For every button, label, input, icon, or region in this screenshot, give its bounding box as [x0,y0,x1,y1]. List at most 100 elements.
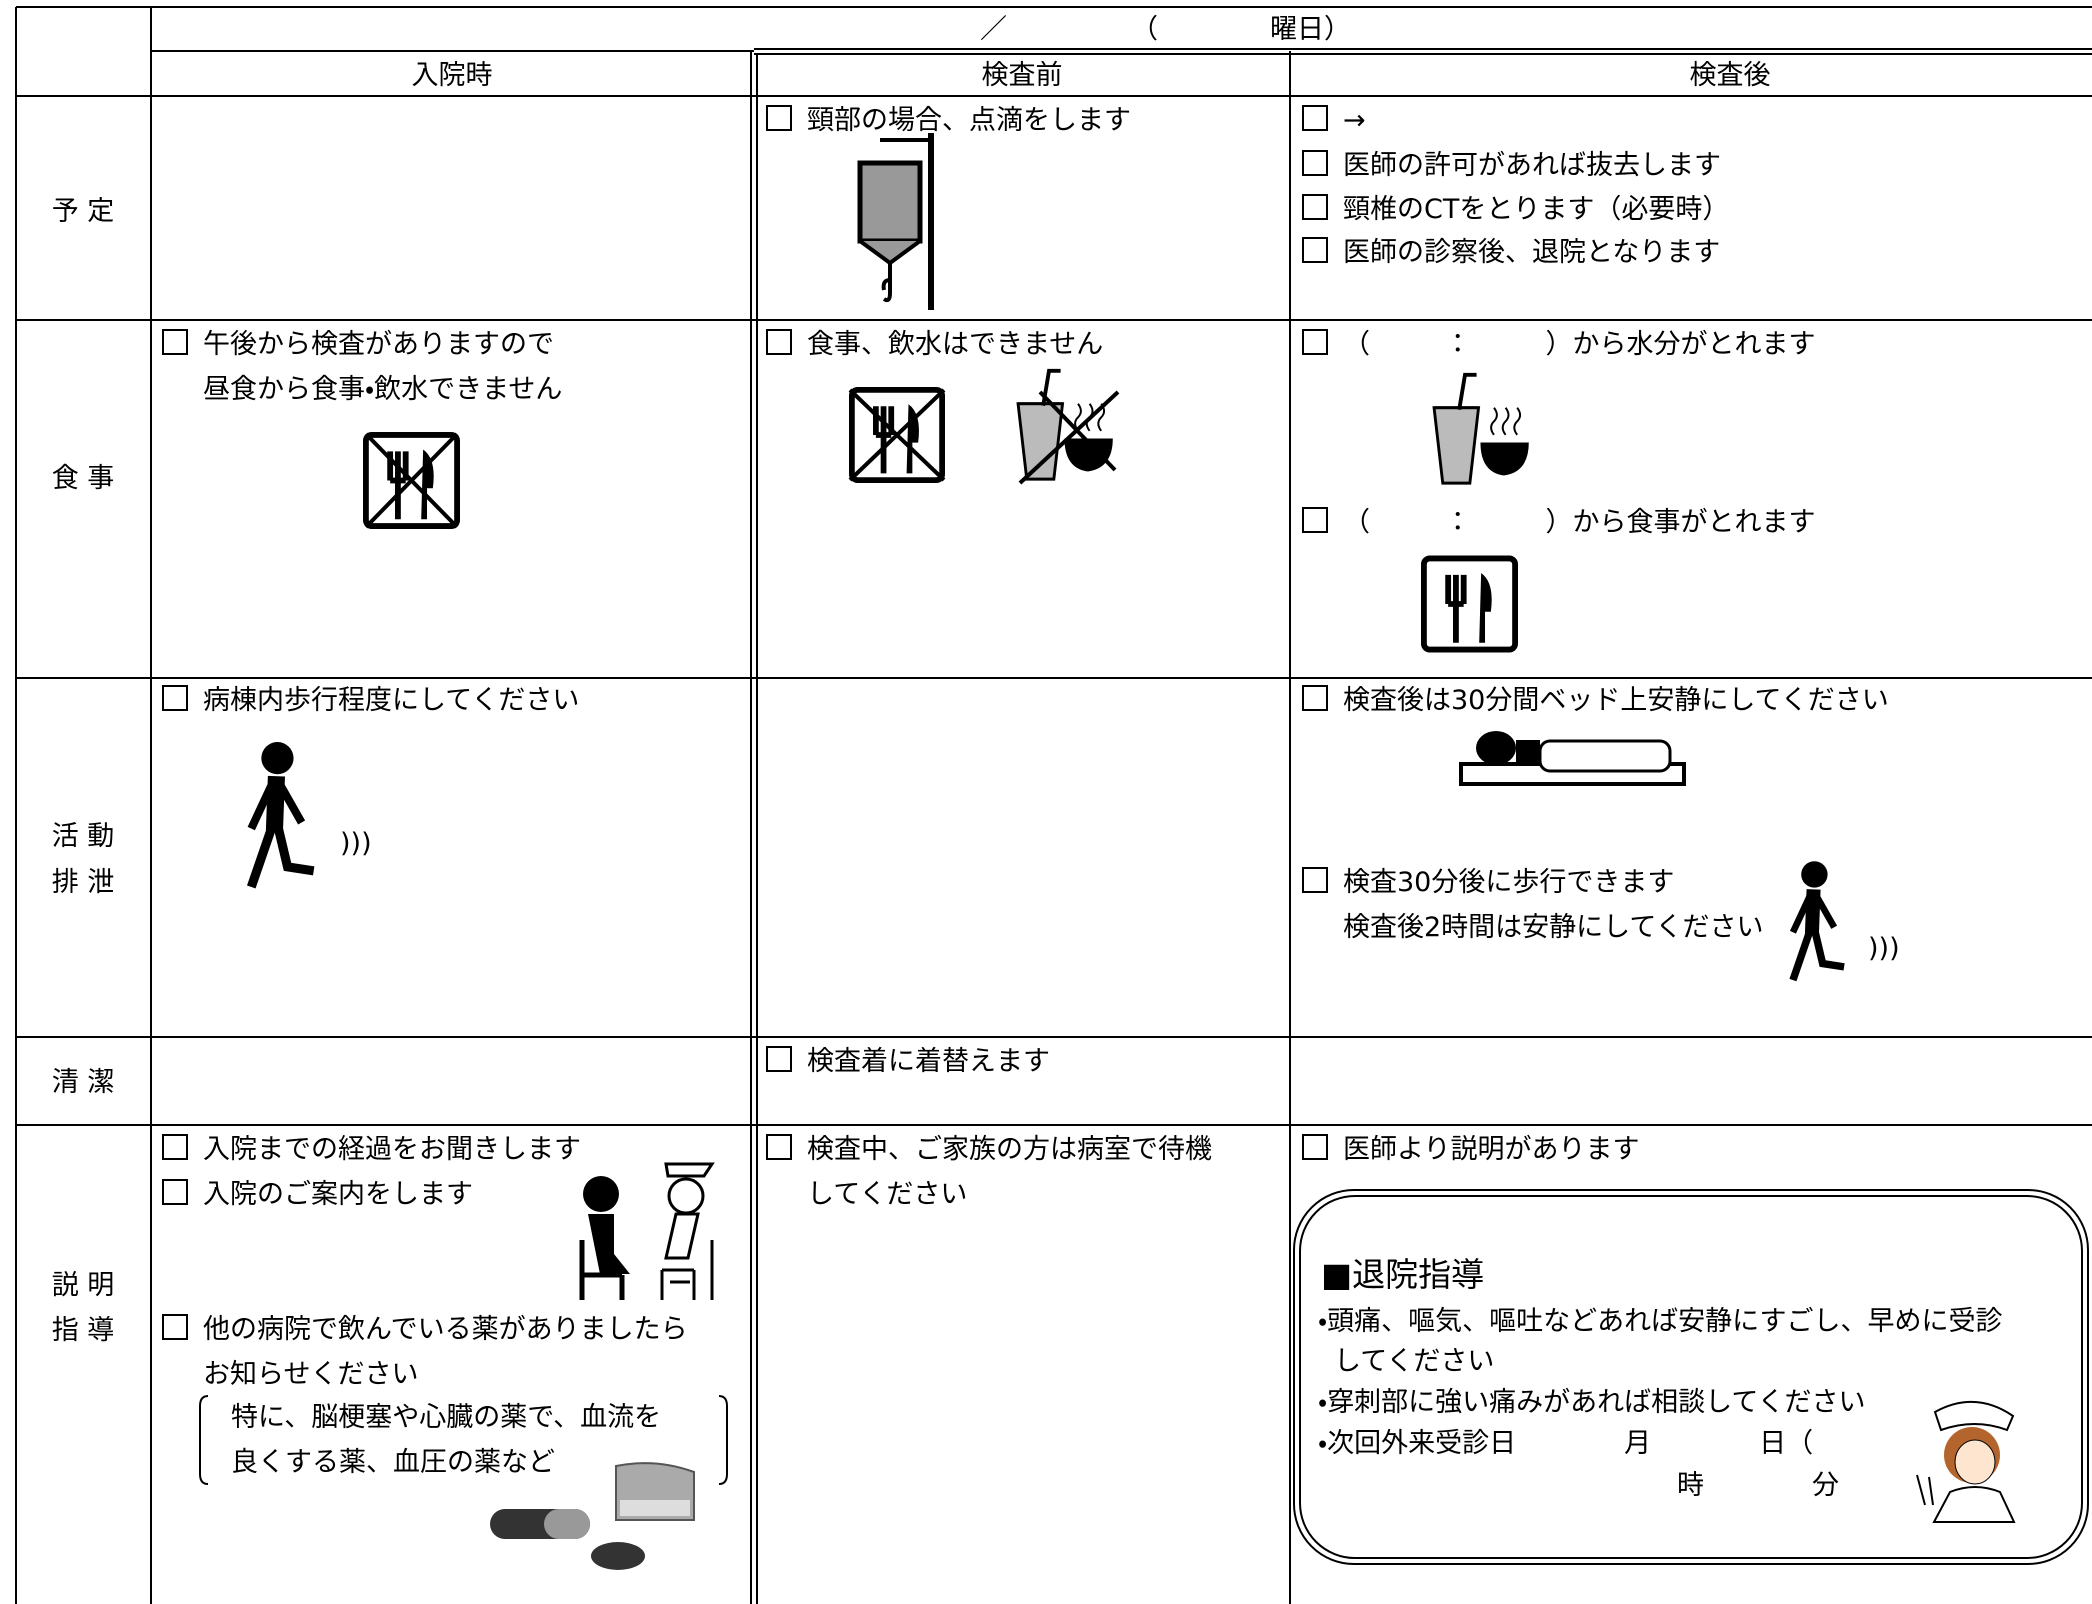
row-label: 清 潔 [52,1067,115,1098]
discharge-line: ・頭痛、嘔気、嘔吐などあれば安静にすごし、早めに受診 [1318,1306,2002,1337]
item-text: 入院までの経過をお聞きします [203,1134,581,1165]
column-header: 検査後 [1690,60,1771,91]
checkbox [1302,194,1328,220]
item-text: 検査後は30分間ベッド上安静にしてください [1343,685,1889,716]
checkbox [162,1179,188,1205]
discharge-line: してください [1334,1346,1494,1377]
item-text: → [1343,105,1366,136]
discharge-box-part [1293,1189,2089,1565]
item-text: 検査後2時間は安静にしてください [1343,912,1764,943]
bed-rest-icon-part [1538,739,1672,773]
row-label: 指 導 [52,1315,115,1346]
bracket-left [199,1395,209,1485]
consultation-icon-part [664,1162,715,1178]
checkbox [766,1134,792,1160]
no-drink-icon [1018,371,1120,485]
bed-rest-icon [1459,731,1686,786]
medicine-icon-part [620,1500,690,1516]
checkbox [1302,329,1328,355]
medicine-icon-part [591,1542,645,1570]
item-text: 午後から検査がありますので [203,329,554,360]
consultation-icon-part [660,1240,714,1300]
checkbox [1302,237,1328,263]
nurse-illustration [1916,1401,2016,1523]
checkbox [766,1046,792,1072]
item-text: 他の病院で飲んでいる薬がありましたら [203,1314,688,1345]
checkbox [1302,1134,1328,1160]
consultation-icon-part [667,1177,705,1215]
column-header: 入院時 [412,60,493,91]
no-drink-icon-part [1038,390,1117,472]
bed-rest-icon-part [1516,740,1540,764]
item-text: 入院のご案内をします [203,1179,473,1210]
iv-drip-icon-part [858,239,922,266]
no-food-icon [848,388,946,482]
bracket-right [718,1395,728,1485]
table-grid [15,6,2092,1604]
date-slash: ／ [980,14,1007,45]
discharge-box [1293,1189,2089,1565]
item-text: 検査着に着替えます [807,1046,1050,1077]
checkbox [1302,685,1328,711]
item-text: 検査30分後に歩行できます [1343,867,1674,898]
walking-icon [1793,861,1844,980]
checkbox [162,329,188,355]
note-line: 特に、脳梗塞や心臓の薬で、血流を [231,1402,661,1433]
item-text: （ ： ）から食事がとれます [1343,507,1816,538]
item-text: 頸椎のCTをとります（必要時） [1343,194,1729,225]
row-label: 説 明 [52,1270,115,1301]
note-line: 良くする薬、血圧の薬など [231,1447,555,1478]
discharge-line: ・穿刺部に強い痛みがあれば相談してください [1318,1387,1866,1418]
iv-drip-icon-part [881,263,892,303]
item-text: 昼食から食事・飲水できません [203,374,562,405]
nurse-illustration-part [1916,1474,1934,1506]
no-drink-icon-part [1018,390,1120,485]
item-text: 病棟内歩行程度にしてください [203,685,579,716]
column-header: 検査前 [982,60,1063,91]
bed-rest-icon-part [1476,731,1516,765]
nurse-illustration-part [1932,1486,2016,1523]
items: 頸部の場合、点滴をします → 医師の許可があれば抜去します 頸椎のCTをとります… [162,105,1889,1390]
medicine-icon-part [544,1509,590,1539]
food-icon [1424,558,1515,649]
consultation-icon-part [664,1212,700,1260]
checkbox [162,1134,188,1160]
consultation-icon-part [588,1214,630,1274]
checkbox [1302,105,1328,131]
date-weekday: 曜日） [1270,14,1351,45]
motion-mark: ))) [1868,933,1900,964]
consultation-icon-part [579,1240,625,1300]
date-paren: （ [1131,14,1158,45]
consultation-icon-part [583,1176,619,1212]
nurse-illustration-part [1933,1401,2015,1432]
item-text: 医師より説明があります [1343,1134,1639,1165]
discharge-box-part [1299,1195,2083,1559]
item-text: してください [807,1179,967,1210]
discharge-line: 時 分 [1677,1470,1839,1501]
walking-icon [251,742,313,887]
row-label: 活 動 [52,821,115,852]
checkbox [162,1314,188,1340]
iv-drip-icon-part [857,160,923,244]
drink-icon [1432,372,1531,486]
item-text: 頸部の場合、点滴をします [807,105,1131,136]
item-text: 検査中、ご家族の方は病室で待機 [807,1134,1212,1165]
no-food-icon-part [364,432,459,529]
checkbox [162,685,188,711]
discharge-line: ・次回外来受診日 月 日（ [1318,1428,1813,1459]
item-text: お知らせください [203,1359,418,1390]
checkbox [1302,867,1328,893]
discharge-title: ■退院指導 [1321,1255,1484,1294]
checkbox [1302,507,1328,533]
checkbox [1302,150,1328,176]
no-drink-icon-part [1018,371,1113,479]
consultation-icon [579,1162,715,1300]
row-label: 排 泄 [52,867,115,898]
checkbox [766,105,792,131]
row-label: 食 事 [52,463,115,494]
no-food-icon-part [848,388,946,482]
iv-drip-icon [857,133,934,310]
